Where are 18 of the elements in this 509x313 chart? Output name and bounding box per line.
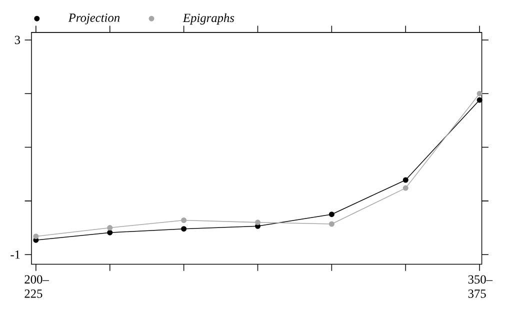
x-tick-label: 350–375 [468, 275, 493, 298]
point [33, 234, 39, 240]
point [181, 226, 187, 232]
point [254, 220, 261, 226]
y-tick-label: -1 [10, 250, 20, 259]
point [402, 185, 408, 191]
point [402, 177, 408, 183]
legend-label: Epigraphs [182, 13, 234, 25]
point [107, 230, 113, 236]
point [476, 90, 482, 96]
point [476, 97, 482, 103]
point [328, 212, 334, 218]
legend-label: Projection [68, 14, 120, 24]
y-tick-label: 3 [14, 36, 20, 44]
x-tick-label: 200–225 [24, 275, 49, 298]
point [181, 218, 187, 224]
point [107, 225, 113, 231]
point [328, 221, 334, 227]
